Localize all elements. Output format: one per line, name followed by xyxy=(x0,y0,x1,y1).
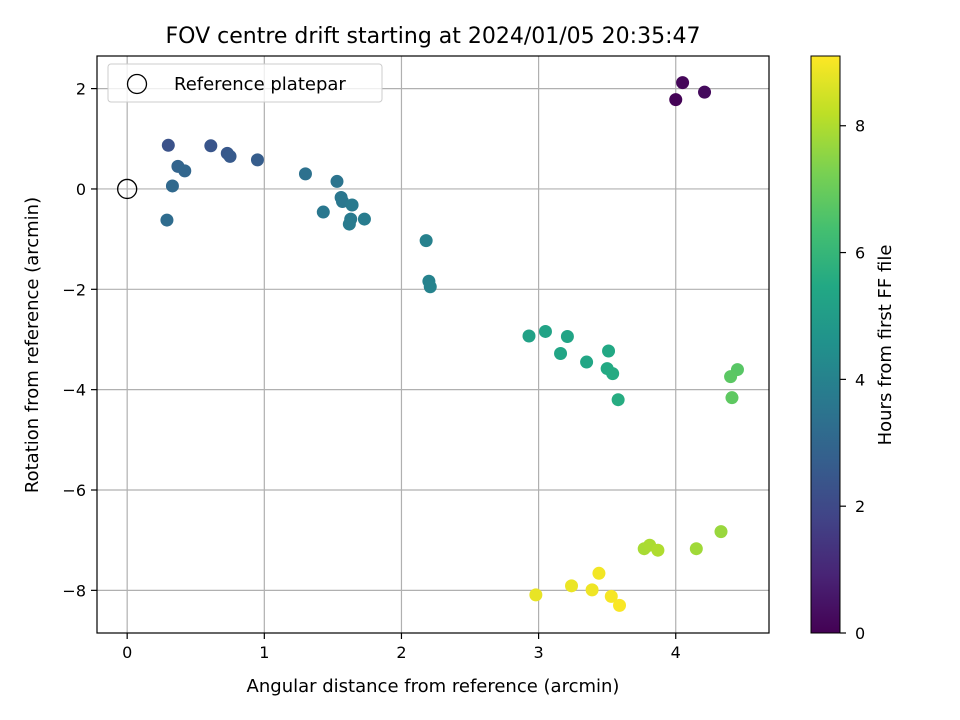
data-point xyxy=(606,367,620,381)
data-point xyxy=(522,329,536,343)
data-point xyxy=(689,542,703,556)
data-point xyxy=(651,543,665,557)
data-point xyxy=(330,174,344,188)
data-point xyxy=(725,391,739,405)
data-point xyxy=(223,149,237,163)
y-tick-label: −4 xyxy=(62,381,86,400)
x-tick-label: 2 xyxy=(396,643,406,662)
data-point xyxy=(565,579,579,593)
legend-marker xyxy=(126,73,148,95)
data-point xyxy=(724,370,738,384)
reference-platepar-marker xyxy=(117,178,138,200)
data-points xyxy=(117,76,744,612)
y-axis-label: Rotation from reference (arcmin) xyxy=(22,197,43,493)
data-point xyxy=(250,153,264,167)
x-tick-label: 1 xyxy=(259,643,269,662)
data-point xyxy=(538,324,552,338)
plot-frame xyxy=(96,55,770,634)
data-point xyxy=(204,139,218,153)
colorbar-tick-label: 0 xyxy=(855,624,865,643)
colorbar-gradient xyxy=(810,55,841,634)
x-tick-label: 3 xyxy=(534,643,544,662)
data-point xyxy=(585,583,599,597)
data-point xyxy=(342,217,356,231)
legend-box xyxy=(107,63,383,103)
chart-title: FOV centre drift starting at 2024/01/05 … xyxy=(166,24,701,49)
y-tick-label: −6 xyxy=(62,481,86,500)
colorbar-tick-label: 2 xyxy=(855,497,865,516)
data-point xyxy=(423,280,437,294)
data-point xyxy=(357,212,371,226)
data-point xyxy=(676,76,690,90)
y-tick-label: 0 xyxy=(76,180,86,199)
data-point xyxy=(714,525,728,539)
data-point xyxy=(165,179,179,193)
y-tick-label: −2 xyxy=(62,280,86,299)
y-axis-ticks: 2 0 −2 −4 −6 −8 xyxy=(62,80,97,600)
x-axis-ticks: 0 1 2 3 4 xyxy=(122,633,681,662)
data-point xyxy=(560,329,574,343)
colorbar-ticks: 0 2 4 6 8 xyxy=(840,117,865,643)
data-point xyxy=(345,198,359,212)
data-point xyxy=(613,598,627,612)
data-point xyxy=(298,167,312,181)
data-point xyxy=(554,347,568,361)
colorbar-tick-label: 6 xyxy=(855,244,865,263)
x-axis-label: Angular distance from reference (arcmin) xyxy=(247,676,620,697)
data-point xyxy=(592,566,606,580)
colorbar-tick-label: 4 xyxy=(855,370,865,389)
data-point xyxy=(161,138,175,152)
data-point xyxy=(419,234,433,248)
legend: Reference platepar xyxy=(107,63,383,103)
y-tick-label: 2 xyxy=(76,80,86,99)
data-point xyxy=(316,205,330,219)
data-point xyxy=(698,85,712,99)
data-point xyxy=(580,355,594,369)
data-point xyxy=(604,589,618,603)
colorbar: 0 2 4 6 8 Hours from first FF file xyxy=(810,55,896,643)
data-point xyxy=(529,588,543,602)
y-tick-label: −8 xyxy=(62,581,86,600)
data-point xyxy=(178,164,192,178)
colorbar-tick-label: 8 xyxy=(855,117,865,136)
colorbar-label: Hours from first FF file xyxy=(875,245,896,446)
data-point xyxy=(669,93,683,107)
x-tick-label: 0 xyxy=(122,643,132,662)
data-point xyxy=(602,344,616,358)
x-tick-label: 4 xyxy=(671,643,681,662)
grid xyxy=(97,56,769,633)
data-point xyxy=(611,393,625,407)
data-point xyxy=(160,213,174,227)
legend-label: Reference platepar xyxy=(174,74,346,95)
